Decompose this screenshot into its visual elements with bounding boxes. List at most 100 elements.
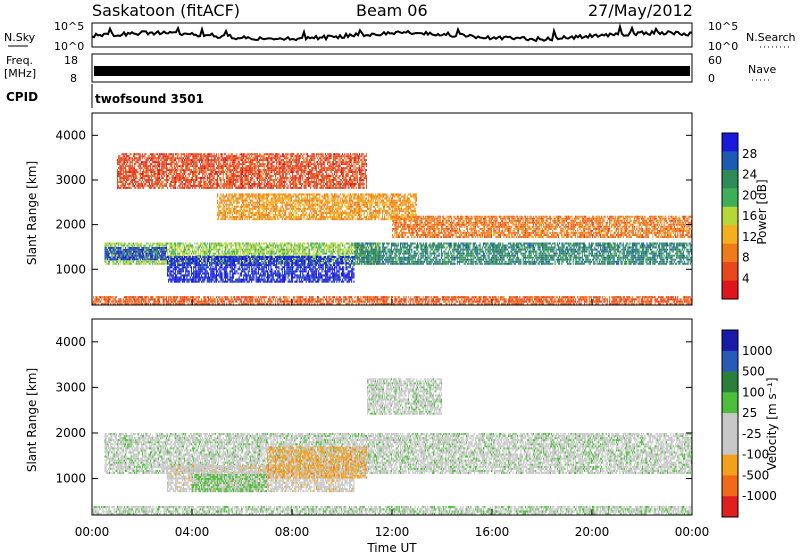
heatmap-cell	[126, 263, 127, 265]
heatmap-cell	[238, 255, 239, 257]
heatmap-cell	[120, 263, 121, 265]
heatmap-cell	[249, 243, 250, 245]
heatmap-cell	[194, 249, 195, 251]
heatmap-cell	[109, 255, 110, 257]
heatmap-cell	[252, 253, 253, 255]
heatmap-cell	[130, 255, 131, 257]
heatmap-cell	[169, 251, 170, 253]
heatmap-cell	[141, 253, 142, 255]
heatmap-cell	[127, 263, 128, 265]
heatmap-cell	[225, 247, 226, 249]
heatmap-cell	[167, 253, 168, 255]
heatmap-cell	[193, 247, 194, 249]
heatmap-cell	[264, 255, 265, 257]
heatmap-cell	[106, 263, 107, 265]
heatmap-cell	[106, 245, 107, 247]
nave-tick-top: 60	[708, 54, 722, 67]
heatmap-cell	[149, 261, 150, 263]
heatmap-cell	[150, 245, 151, 247]
heatmap-cell	[203, 251, 204, 253]
heatmap-cell	[192, 247, 193, 249]
heatmap-cell	[149, 245, 150, 247]
heatmap-cell	[260, 245, 261, 247]
heatmap-cell	[224, 243, 225, 245]
heatmap-cell	[213, 247, 214, 249]
heatmap-cell	[127, 247, 128, 249]
heatmap-cell	[235, 249, 236, 251]
heatmap-cell	[203, 249, 204, 251]
heatmap-cell	[132, 245, 133, 247]
heatmap-cell	[155, 263, 156, 265]
heatmap-cell	[184, 247, 185, 249]
heatmap-cell	[147, 243, 148, 245]
heatmap-cell	[117, 249, 118, 251]
nsearch-tick-top: 10^5	[708, 20, 738, 33]
heatmap-cell	[253, 253, 254, 255]
heatmap-cell	[224, 253, 225, 255]
heatmap-cell	[209, 249, 210, 251]
heatmap-cell	[236, 251, 237, 253]
heatmap-cell	[235, 247, 236, 249]
heatmap-cell	[124, 255, 125, 257]
heatmap-cell	[136, 253, 137, 255]
heatmap-cell	[117, 255, 118, 257]
heatmap-cell	[118, 263, 119, 265]
heatmap-cell	[125, 243, 126, 245]
heatmap-cell	[215, 247, 216, 249]
heatmap-cell	[259, 245, 260, 247]
heatmap-cell	[218, 249, 219, 251]
freq-label: Freq.	[6, 54, 33, 67]
heatmap-cell	[191, 245, 192, 247]
heatmap-cell	[116, 263, 117, 265]
heatmap-cell	[155, 251, 156, 253]
heatmap-cell	[109, 259, 110, 261]
heatmap-cell	[230, 249, 231, 251]
heatmap-cell	[114, 243, 115, 245]
heatmap-cell	[149, 247, 150, 249]
heatmap-cell	[206, 261, 207, 263]
heatmap-cell	[189, 243, 190, 245]
heatmap-cell	[177, 253, 178, 255]
heatmap-cell	[202, 259, 203, 261]
heatmap-cell	[175, 243, 176, 245]
heatmap-cell	[248, 243, 249, 245]
heatmap-cell	[205, 253, 206, 255]
heatmap-cell	[223, 259, 224, 261]
heatmap-cell	[264, 243, 265, 245]
heatmap-cell	[173, 253, 174, 255]
heatmap-cell	[263, 249, 264, 251]
heatmap-cell	[194, 243, 195, 245]
heatmap-cell	[206, 253, 207, 255]
heatmap-cell	[138, 251, 139, 253]
heatmap-cell	[222, 243, 223, 245]
heatmap-cell	[135, 243, 136, 245]
heatmap-cell	[243, 251, 244, 253]
nave-label: Nave	[748, 63, 776, 76]
heatmap-cell	[147, 247, 148, 249]
heatmap-cell	[144, 245, 145, 247]
heatmap-cell	[113, 243, 114, 245]
heatmap-cell	[195, 253, 196, 255]
heatmap-cell	[248, 253, 249, 255]
heatmap-cell	[191, 247, 192, 249]
heatmap-cell	[105, 243, 106, 245]
heatmap-cell	[156, 245, 157, 247]
heatmap-cell	[264, 251, 265, 253]
heatmap-cell	[178, 253, 179, 255]
heatmap-cell	[180, 249, 181, 251]
heatmap-cell	[248, 245, 249, 247]
heatmap-cell	[169, 243, 170, 245]
heatmap-cell	[165, 245, 166, 247]
heatmap-cell	[224, 247, 225, 249]
heatmap-cell	[239, 245, 240, 247]
heatmap-cell	[206, 249, 207, 251]
heatmap-cell	[190, 243, 191, 245]
heatmap-cell	[160, 243, 161, 245]
heatmap-cell	[240, 253, 241, 255]
heatmap-cell	[249, 251, 250, 253]
heatmap-cell	[113, 261, 114, 263]
heatmap-cell	[258, 243, 259, 245]
heatmap-cell	[118, 245, 119, 247]
heatmap-cell	[141, 247, 142, 249]
heatmap-cell	[157, 245, 158, 247]
